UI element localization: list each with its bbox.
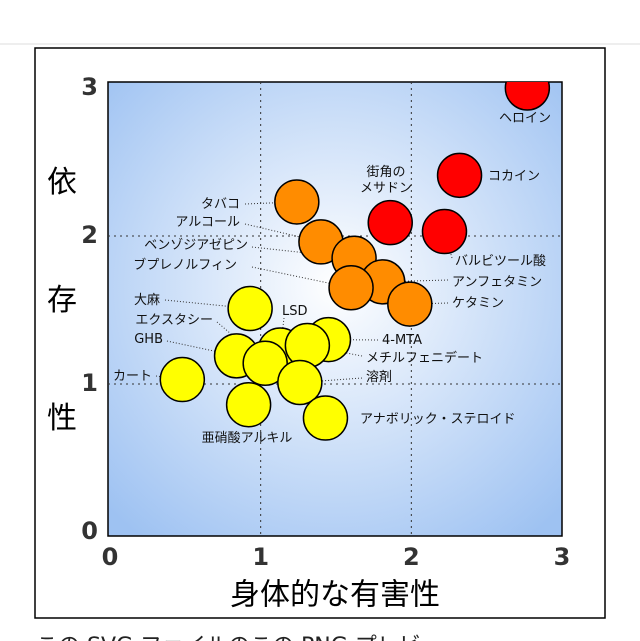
y-axis-label: 依存性 (47, 165, 77, 436)
point-label: 溶剤 (366, 369, 392, 385)
point (284, 322, 331, 369)
point (225, 381, 272, 428)
point (387, 281, 433, 327)
x-tick-label: 1 (252, 543, 269, 571)
leader-line (164, 299, 251, 310)
point-label: アンフェタミン (452, 275, 542, 290)
point (436, 152, 483, 199)
x-tick-label: 3 (554, 543, 571, 571)
plot-area (107, 81, 563, 537)
point-label: ケタミン (452, 296, 504, 311)
point-label: カート (113, 369, 152, 384)
point (504, 82, 551, 111)
point (367, 199, 413, 246)
y-tick-label: 1 (81, 369, 98, 397)
point-label: GHB (134, 332, 163, 347)
x-axis-label: 身体的な有害性 (230, 578, 440, 613)
point-label: アナボリック・ステロイド (360, 412, 515, 427)
point-label: 街角のメサドン (360, 165, 412, 196)
grid (108, 82, 562, 536)
y-tick-label: 2 (81, 221, 98, 249)
point-label: LSD (282, 304, 308, 319)
leader-line (244, 223, 322, 243)
point (302, 395, 349, 441)
x-tick-label: 0 (102, 543, 119, 571)
point (159, 356, 206, 403)
point-label: アルコール (175, 215, 240, 230)
point-label: 亜硝酸アルキル (202, 431, 293, 446)
point-label: バルビツール酸 (455, 254, 546, 269)
point (227, 285, 273, 332)
point-label: 4-MTA (382, 333, 422, 348)
point (277, 359, 323, 406)
point-label: ベンゾジアゼピン (144, 238, 248, 253)
point (421, 208, 468, 255)
y-tick-label: 3 (81, 73, 98, 101)
y-tick-label: 0 (81, 517, 98, 545)
point (328, 265, 374, 311)
point (274, 179, 320, 225)
point-label: エクスタシー (135, 313, 213, 328)
point-label: タバコ (201, 197, 240, 212)
point-label: メチルフェニデート (366, 350, 483, 366)
point-label: ブプレノルフィン (133, 257, 237, 273)
points (159, 82, 551, 441)
point-label: ヘロイン (499, 111, 551, 126)
point-label: 大麻 (134, 293, 160, 308)
leader-line (409, 302, 449, 305)
point (242, 340, 288, 387)
x-tick-label: 2 (403, 543, 420, 571)
point-label: コカイン (488, 169, 540, 184)
caption: この SVG ファイルのこの PNG プレビ (36, 628, 421, 641)
